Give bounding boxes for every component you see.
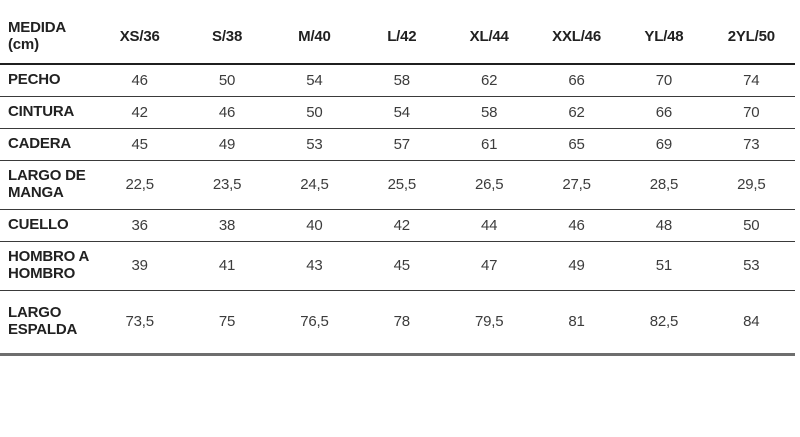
row-label: LARGO ESPALDA xyxy=(8,303,78,338)
cell: 82,5 xyxy=(649,313,679,330)
cell: 28,5 xyxy=(649,176,679,193)
column-header-2yl50: 2YL/50 xyxy=(727,28,775,45)
cell: 69 xyxy=(655,135,673,153)
cell: 54 xyxy=(393,103,410,121)
cell: 36 xyxy=(131,216,148,234)
row-label: HOMBRO A HOMBRO xyxy=(8,247,89,282)
cell: 57 xyxy=(393,135,410,153)
cell: 84 xyxy=(743,313,760,330)
cell: 23,5 xyxy=(212,176,242,193)
table-row-largo-espalda: LARGO ESPALDA 73,5 75 76,5 78 79,5 81 82… xyxy=(0,290,795,354)
cell: 76,5 xyxy=(300,313,329,330)
cell: 53 xyxy=(306,135,323,153)
cell: 62 xyxy=(568,103,585,121)
row-label: CADERA xyxy=(8,134,71,152)
table-row-pecho: PECHO 46 50 54 58 62 66 70 74 xyxy=(0,64,795,96)
cell: 24,5 xyxy=(300,176,329,193)
cell: 42 xyxy=(131,103,148,121)
cell: 47 xyxy=(481,257,498,274)
column-header-xs36: XS/36 xyxy=(119,28,160,45)
cell: 41 xyxy=(218,257,236,274)
column-header-l42: L/42 xyxy=(387,28,417,45)
cell: 81 xyxy=(568,313,585,330)
cell: 42 xyxy=(393,216,410,234)
cell: 58 xyxy=(393,71,410,89)
cell: 46 xyxy=(568,216,585,234)
column-header-m40: M/40 xyxy=(298,28,331,45)
cell: 45 xyxy=(393,257,410,274)
cell: 22,5 xyxy=(125,176,154,193)
cell: 66 xyxy=(568,71,585,89)
cell: 40 xyxy=(306,216,323,234)
cell: 50 xyxy=(743,216,760,234)
row-label: CUELLO xyxy=(8,215,69,233)
cell: 73,5 xyxy=(125,313,154,330)
cell: 49 xyxy=(568,257,585,274)
column-header-xl44: XL/44 xyxy=(469,28,509,45)
cell: 50 xyxy=(306,103,323,121)
header-row: MEDIDA (cm) XS/36 S/38 M/40 L/42 XL/44 X… xyxy=(0,10,795,64)
table-row-cintura: CINTURA 42 46 50 54 58 62 66 70 xyxy=(0,96,795,128)
cell: 51 xyxy=(655,257,673,274)
row-label: LARGO DE MANGA xyxy=(8,166,86,201)
cell: 74 xyxy=(743,71,760,89)
cell: 45 xyxy=(131,135,148,153)
table-row-cadera: CADERA 45 49 53 57 61 65 69 73 xyxy=(0,128,795,160)
cell: 78 xyxy=(393,313,410,330)
cell: 46 xyxy=(218,103,236,121)
cell: 61 xyxy=(481,135,498,153)
cell: 58 xyxy=(481,103,498,121)
column-header-xxl46: XXL/46 xyxy=(552,28,601,45)
cell: 44 xyxy=(481,216,498,234)
column-header-s38: S/38 xyxy=(212,28,243,45)
corner-header: MEDIDA (cm) xyxy=(8,18,66,53)
cell: 48 xyxy=(655,216,673,234)
cell: 38 xyxy=(218,216,236,234)
cell: 73 xyxy=(743,135,760,153)
cell: 62 xyxy=(481,71,498,89)
cell: 79,5 xyxy=(474,313,504,330)
size-chart-table: MEDIDA (cm) XS/36 S/38 M/40 L/42 XL/44 X… xyxy=(0,10,795,356)
cell: 66 xyxy=(655,103,673,121)
cell: 75 xyxy=(218,313,236,330)
row-label: PECHO xyxy=(8,70,61,88)
cell: 70 xyxy=(743,103,760,121)
row-label: CINTURA xyxy=(8,102,75,120)
table-row-largo-de-manga: LARGO DE MANGA 22,5 23,5 24,5 25,5 26,5 … xyxy=(0,160,795,209)
cell: 50 xyxy=(218,71,236,89)
table-row-cuello: CUELLO 36 38 40 42 44 46 48 50 xyxy=(0,209,795,241)
cell: 26,5 xyxy=(474,176,504,193)
size-chart-header: MEDIDA (cm) XS/36 S/38 M/40 L/42 XL/44 X… xyxy=(0,10,795,64)
cell: 43 xyxy=(306,257,323,274)
column-header-yl48: YL/48 xyxy=(644,28,684,45)
cell: 27,5 xyxy=(562,176,591,193)
cell: 54 xyxy=(306,71,323,89)
cell: 46 xyxy=(131,71,148,89)
cell: 53 xyxy=(743,257,760,274)
cell: 25,5 xyxy=(387,176,417,193)
size-chart-body: PECHO 46 50 54 58 62 66 70 74 CINTURA 42… xyxy=(0,64,795,354)
cell: 70 xyxy=(655,71,673,89)
cell: 39 xyxy=(131,257,148,274)
cell: 65 xyxy=(568,135,585,153)
cell: 49 xyxy=(218,135,236,153)
cell: 29,5 xyxy=(737,176,766,193)
table-row-hombro-a-hombro: HOMBRO A HOMBRO 39 41 43 45 47 49 51 53 xyxy=(0,241,795,290)
